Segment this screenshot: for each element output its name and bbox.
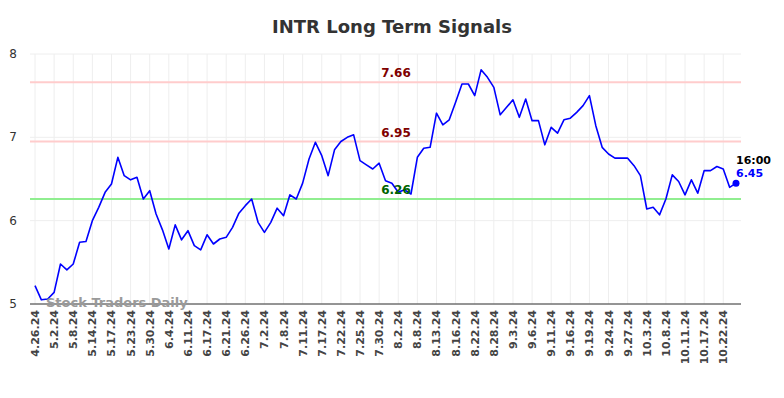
x-tick-label: 9.11.24: [545, 310, 558, 357]
x-tick-label: 6.21.24: [220, 310, 233, 357]
x-tick-label: 8.13.24: [430, 310, 443, 357]
x-grid: [704, 54, 705, 304]
y-grid: [30, 220, 741, 221]
x-grid: [665, 54, 666, 304]
y-tick-label: 7: [9, 130, 17, 144]
x-tick-label: 7.25.24: [354, 310, 367, 357]
x-grid: [436, 54, 437, 304]
x-grid: [264, 54, 265, 304]
x-grid: [646, 54, 647, 304]
x-tick-label: 10.8.24: [660, 310, 673, 357]
x-tick-label: 8.22.24: [469, 310, 482, 357]
x-tick-label: 7.11.24: [297, 310, 310, 357]
x-grid: [627, 54, 628, 304]
x-tick-label: 9.3.24: [507, 310, 520, 349]
x-tick-label: 9.6.24: [526, 310, 539, 349]
last-point: [733, 180, 740, 187]
x-grid: [35, 54, 36, 304]
x-grid: [245, 54, 246, 304]
x-tick-label: 5.23.24: [125, 310, 138, 357]
x-grid: [73, 54, 74, 304]
x-grid: [283, 54, 284, 304]
x-tick-label: 9.19.24: [583, 310, 596, 357]
x-tick-label: 5.8.24: [67, 310, 80, 349]
x-grid: [92, 54, 93, 304]
y-tick-label: 6: [9, 214, 17, 228]
y-tick-label: 5: [9, 297, 17, 311]
x-tick-label: 7.17.24: [316, 310, 329, 357]
x-tick-label: 10.11.24: [679, 310, 692, 365]
x-grid: [149, 54, 150, 304]
x-tick-label: 6.11.24: [182, 310, 195, 357]
x-tick-label: 5.30.24: [144, 310, 157, 357]
watermark: Stock Traders Daily: [46, 295, 188, 310]
y-tick-label: 8: [9, 47, 17, 61]
x-grid: [455, 54, 456, 304]
x-tick-label: 5.14.24: [86, 310, 99, 357]
chart: INTR Long Term Signals 4.26.24 5.2.24 5.8.2…: [0, 0, 784, 398]
signal-line: [30, 81, 741, 83]
last-value-label: 6.45: [736, 167, 763, 180]
title: INTR Long Term Signals: [272, 16, 512, 37]
x-grid: [321, 54, 322, 304]
signal-line: [30, 198, 741, 200]
x-tick-label: 7.22.24: [335, 310, 348, 357]
x-grid: [608, 54, 609, 304]
x-grid: [360, 54, 361, 304]
x-tick-label: 8.28.24: [488, 310, 501, 357]
x-grid: [54, 54, 55, 304]
y-grid: [30, 54, 741, 55]
x-tick-label: 9.24.24: [603, 310, 616, 357]
x-grid: [168, 54, 169, 304]
x-grid: [207, 54, 208, 304]
x-grid: [570, 54, 571, 304]
signal-line: [30, 141, 741, 143]
x-grid: [340, 54, 341, 304]
x-tick-label: 6.4.24: [163, 310, 176, 349]
signal-label: 7.66: [381, 66, 411, 80]
x-tick-label: 8.16.24: [450, 310, 463, 357]
x-tick-label: 5.17.24: [105, 310, 118, 357]
x-tick-label: 8.8.24: [411, 310, 424, 349]
price-line: [35, 70, 736, 300]
x-grid: [589, 54, 590, 304]
signal-label: 6.95: [381, 126, 411, 140]
x-grid: [111, 54, 112, 304]
x-tick-label: 4.26.24: [29, 310, 42, 357]
x-grid: [685, 54, 686, 304]
x-grid: [551, 54, 552, 304]
x-tick-label: 7.8.24: [278, 310, 291, 349]
x-tick-label: 7.2.24: [258, 310, 271, 349]
time-label: 16:00: [736, 154, 771, 167]
x-tick-label: 10.17.24: [698, 310, 711, 365]
x-tick-label: 10.22.24: [717, 310, 730, 365]
x-tick-label: 6.26.24: [239, 310, 252, 357]
x-tick-label: 5.2.24: [48, 310, 61, 349]
x-grid: [417, 54, 418, 304]
x-grid: [532, 54, 533, 304]
x-tick-label: 9.27.24: [622, 310, 635, 357]
plot-area: [30, 70, 741, 300]
signal-label: 6.26: [381, 183, 411, 197]
x-tick-label: 10.3.24: [641, 310, 654, 357]
x-tick-label: 7.30.24: [373, 310, 386, 357]
x-grid: [512, 54, 513, 304]
x-tick-label: 8.2.24: [392, 310, 405, 349]
x-tick-label: 9.16.24: [564, 310, 577, 357]
x-grid: [723, 54, 724, 304]
x-grid: [398, 54, 399, 304]
x-grid: [187, 54, 188, 304]
x-grid: [379, 54, 380, 304]
x-grid: [226, 54, 227, 304]
x-tick-label: 6.17.24: [201, 310, 214, 357]
